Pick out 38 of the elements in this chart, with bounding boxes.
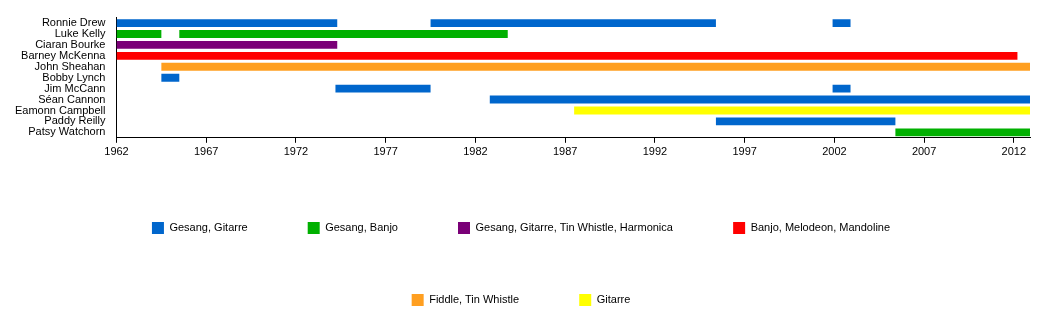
y-tick-label: Eamonn Campbell — [14, 103, 106, 116]
x-tick-label: 1992 — [642, 145, 668, 158]
bar — [895, 128, 1030, 137]
y-tick-label: Séan Cannon — [38, 92, 106, 105]
bar — [179, 30, 508, 38]
x-tick-label: 1997 — [732, 145, 757, 158]
legend-label: Gesang, Gitarre — [169, 221, 248, 234]
x-tick-label: 2012 — [1001, 145, 1027, 158]
bar — [715, 117, 896, 126]
legend-label: Gitarre — [596, 293, 631, 306]
bar — [161, 73, 180, 82]
legend-label: Gesang, Gitarre, Tin Whistle, Harmonica — [475, 221, 674, 234]
y-tick-label: Luke Kelly — [54, 27, 106, 40]
y-tick-label: Patsy Watchorn — [28, 125, 106, 138]
x-tick-label: 2007 — [911, 145, 937, 158]
x-tick-label: 1962 — [104, 145, 129, 158]
x-tick-label: 1977 — [373, 145, 398, 158]
x-tick-label: 1967 — [193, 145, 219, 158]
bar — [116, 19, 338, 27]
bar — [832, 19, 851, 27]
bar — [116, 40, 338, 49]
y-tick-label: Ronnie Drew — [41, 16, 106, 29]
y-tick-label: Bobby Lynch — [42, 70, 106, 83]
y-tick-label: Paddy Reilly — [44, 114, 106, 127]
x-tick-label: 1987 — [552, 145, 578, 158]
x-tick-label: 2002 — [822, 145, 847, 158]
bar — [116, 30, 162, 38]
bar — [430, 19, 716, 27]
legend-label: Banjo, Melodeon, Mandoline — [750, 221, 891, 234]
legend-label: Gesang, Banjo — [325, 221, 398, 234]
bar — [161, 62, 1030, 71]
x-tick-label: 1982 — [463, 145, 488, 158]
y-tick-label: Barney McKenna — [21, 48, 107, 61]
bar — [832, 84, 851, 93]
legend-label: Fiddle, Tin Whistle — [429, 293, 520, 306]
bar — [116, 51, 1018, 60]
x-tick-label: 1972 — [283, 145, 309, 158]
bar — [335, 84, 431, 93]
